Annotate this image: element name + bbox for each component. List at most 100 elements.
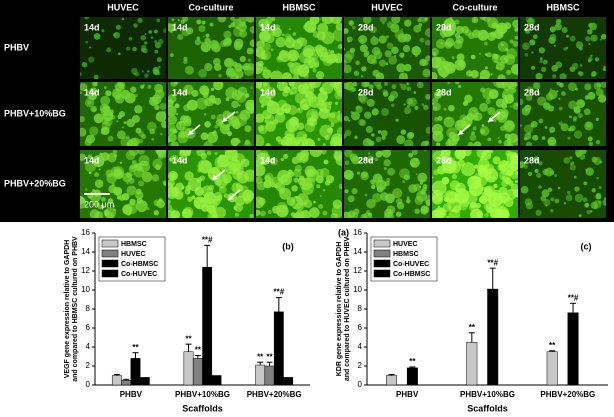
cell-blob: [478, 52, 482, 55]
cell-blob: [402, 180, 406, 183]
cell-blob: [126, 185, 137, 196]
cell-blob: [395, 211, 402, 218]
cell-blob: [406, 86, 412, 92]
cell-blob: [351, 212, 359, 218]
legend-swatch: [101, 269, 119, 278]
cell-blob: [596, 176, 599, 180]
cell-blob: [482, 87, 495, 100]
cell-blob: [344, 115, 350, 122]
cell-blob: [535, 72, 543, 79]
cell-blob: [225, 97, 230, 102]
cell-blob: [223, 30, 232, 39]
cell-blob: [372, 69, 380, 77]
cell-blob: [170, 82, 177, 87]
bar: [211, 375, 222, 386]
cell-blob: [101, 29, 105, 33]
cell-blob: [270, 48, 274, 52]
cell-blob: [104, 207, 117, 218]
cell-blob: [312, 31, 320, 38]
cell-blob: [272, 27, 282, 38]
cell-blob: [299, 175, 305, 181]
cell-blob: [483, 41, 488, 46]
cell-blob: [303, 177, 315, 189]
cell-blob: [454, 19, 460, 25]
cell-blob: [584, 202, 590, 208]
cell-blob: [316, 175, 324, 184]
day-label: 14d: [260, 87, 276, 97]
cell-blob: [169, 173, 177, 180]
cell-blob: [185, 27, 194, 35]
cell-blob: [509, 39, 514, 44]
cell-blob: [150, 36, 154, 39]
cell-blob: [303, 199, 313, 209]
micrograph: [80, 17, 166, 79]
cell-blob: [371, 133, 375, 137]
cell-blob: [584, 83, 592, 91]
cell-blob: [558, 97, 561, 101]
cell-blob: [176, 120, 186, 131]
cell-blob: [196, 36, 201, 41]
cell-blob: [473, 112, 483, 121]
cell-blob: [89, 46, 92, 49]
cell-blob: [138, 138, 144, 144]
cell-blob: [406, 196, 410, 200]
cell-blob: [372, 192, 382, 203]
cell-blob: [481, 124, 485, 127]
cell-blob: [364, 193, 368, 197]
cell-blob: [169, 29, 174, 34]
cell-blob: [374, 157, 379, 162]
cell-blob: [206, 204, 216, 214]
significance-label: **#: [202, 235, 213, 244]
cell-blob: [337, 113, 342, 122]
cell-blob: [590, 34, 598, 42]
cell-blob: [281, 33, 285, 37]
cell-blob: [471, 131, 475, 136]
cell-blob: [204, 37, 211, 45]
legend-label: Co-HBMSC: [121, 261, 158, 268]
cell-blob: [277, 99, 287, 109]
cell-blob: [479, 17, 486, 21]
cell-blob: [201, 185, 214, 198]
cell-blob: [269, 157, 278, 166]
cell-blob: [140, 133, 147, 140]
cell-blob: [256, 196, 265, 209]
significance-label: **: [195, 346, 202, 355]
cell-blob: [512, 19, 518, 29]
cell-blob: [594, 57, 600, 62]
significance-label: **#: [568, 293, 579, 302]
cell-blob: [458, 84, 462, 88]
cell-blob: [141, 44, 147, 50]
cell-blob: [243, 169, 254, 182]
cell-blob: [547, 105, 555, 112]
cell-blob: [306, 92, 317, 103]
bar: [139, 377, 150, 386]
cell-blob: [273, 24, 281, 31]
cell-blob: [578, 71, 584, 77]
cell-blob: [381, 108, 389, 116]
significance-label: **: [185, 334, 192, 343]
cell-blob: [353, 70, 360, 76]
cell-blob: [424, 150, 427, 152]
cell-blob: [136, 197, 143, 205]
cell-blob: [249, 26, 254, 34]
cell-blob: [151, 174, 160, 182]
cell-blob: [432, 209, 444, 218]
cell-blob: [196, 19, 202, 25]
cell-blob: [541, 136, 546, 140]
cell-blob: [316, 184, 321, 189]
y-tick-label: 6: [86, 323, 91, 332]
cell-blob: [202, 92, 209, 99]
cell-blob: [441, 176, 450, 185]
micrograph: [432, 150, 518, 218]
cell-blob: [146, 207, 150, 211]
row-label: PHBV+20%BG: [4, 178, 66, 188]
cell-blob: [110, 114, 116, 120]
cell-blob: [335, 22, 342, 31]
cell-blob: [418, 22, 423, 27]
cell-blob: [194, 39, 202, 46]
cell-blob: [420, 179, 424, 183]
cell-blob: [344, 59, 347, 66]
cell-blob: [479, 102, 489, 112]
cell-blob: [236, 184, 244, 192]
cell-blob: [205, 33, 210, 38]
